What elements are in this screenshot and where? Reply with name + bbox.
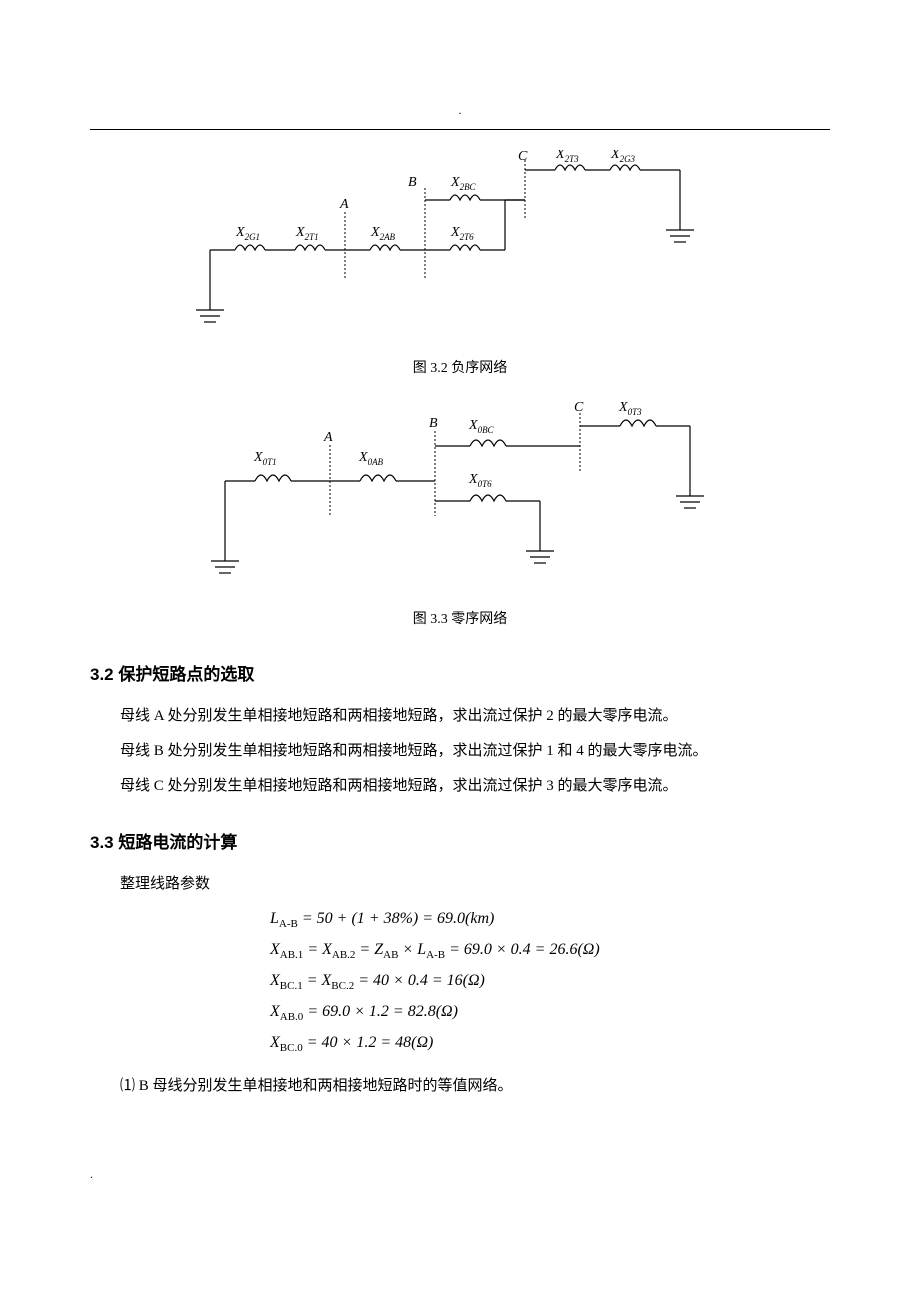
svg-text:X2G3: X2G3 — [610, 150, 636, 164]
eq4: XAB.0 = 69.0 × 1.2 = 82.8(Ω) — [270, 997, 830, 1028]
sec32-p3: 母线 C 处分别发生单相接地短路和两相接地短路，求出流过保护 3 的最大零序电流… — [90, 773, 830, 800]
svg-text:X0AB: X0AB — [358, 450, 384, 467]
eq5: XBC.0 = 40 × 1.2 = 48(Ω) — [270, 1028, 830, 1059]
svg-text:X2G1: X2G1 — [235, 225, 260, 242]
svg-text:X0T6: X0T6 — [468, 472, 492, 489]
figure-3-2: .wire { stroke:#000; stroke-width:1.2; f… — [90, 150, 830, 381]
fig-3-3-caption: 图 3.3 零序网络 — [90, 607, 830, 632]
svg-text:X0T3: X0T3 — [618, 401, 642, 417]
svg-text:X2T1: X2T1 — [295, 225, 319, 242]
section-3-2-title: 3.2 保护短路点的选取 — [90, 660, 830, 691]
svg-text:A: A — [323, 430, 333, 445]
svg-text:X0BC: X0BC — [468, 418, 495, 435]
svg-text:C: C — [574, 401, 584, 415]
sec33-item1: ⑴ B 母线分别发生单相接地和两相接地短路时的等值网络。 — [120, 1073, 830, 1100]
svg-text:B: B — [429, 416, 438, 431]
sec33-intro: 整理线路参数 — [120, 871, 830, 898]
sec32-p1: 母线 A 处分别发生单相接地短路和两相接地短路，求出流过保护 2 的最大零序电流… — [90, 703, 830, 730]
neg-seq-network-svg: .wire { stroke:#000; stroke-width:1.2; f… — [180, 150, 740, 350]
eq3: XBC.1 = XBC.2 = 40 × 0.4 = 16(Ω) — [270, 966, 830, 997]
svg-text:X2T3: X2T3 — [555, 150, 579, 164]
svg-text:X0T1: X0T1 — [253, 450, 277, 467]
zero-seq-network-svg: .wire { stroke:#000; stroke-width:1.2; f… — [180, 401, 740, 601]
svg-text:X2AB: X2AB — [370, 225, 396, 242]
top-rule — [90, 129, 830, 130]
page: . .wire { stroke:#000; stroke-width:1.2;… — [0, 0, 920, 1302]
svg-text:X2T6: X2T6 — [450, 225, 474, 242]
section-3-3-title: 3.3 短路电流的计算 — [90, 828, 830, 859]
equation-block: LA-B = 50 + (1 + 38%) = 69.0(km) XAB.1 =… — [270, 904, 830, 1059]
svg-text:C: C — [518, 150, 528, 164]
svg-text:X2BC: X2BC — [450, 175, 477, 192]
eq2: XAB.1 = XAB.2 = ZAB × LA-B = 69.0 × 0.4 … — [270, 935, 830, 966]
sec32-p2: 母线 B 处分别发生单相接地短路和两相接地短路，求出流过保护 1 和 4 的最大… — [90, 738, 830, 765]
svg-text:B: B — [408, 175, 417, 190]
header-dot: . — [90, 100, 830, 122]
svg-text:A: A — [339, 197, 349, 212]
fig-3-2-caption: 图 3.2 负序网络 — [90, 356, 830, 381]
eq1: LA-B = 50 + (1 + 38%) = 69.0(km) — [270, 904, 830, 935]
figure-3-3: .wire { stroke:#000; stroke-width:1.2; f… — [90, 401, 830, 632]
footer-dot: . — [90, 1164, 830, 1186]
